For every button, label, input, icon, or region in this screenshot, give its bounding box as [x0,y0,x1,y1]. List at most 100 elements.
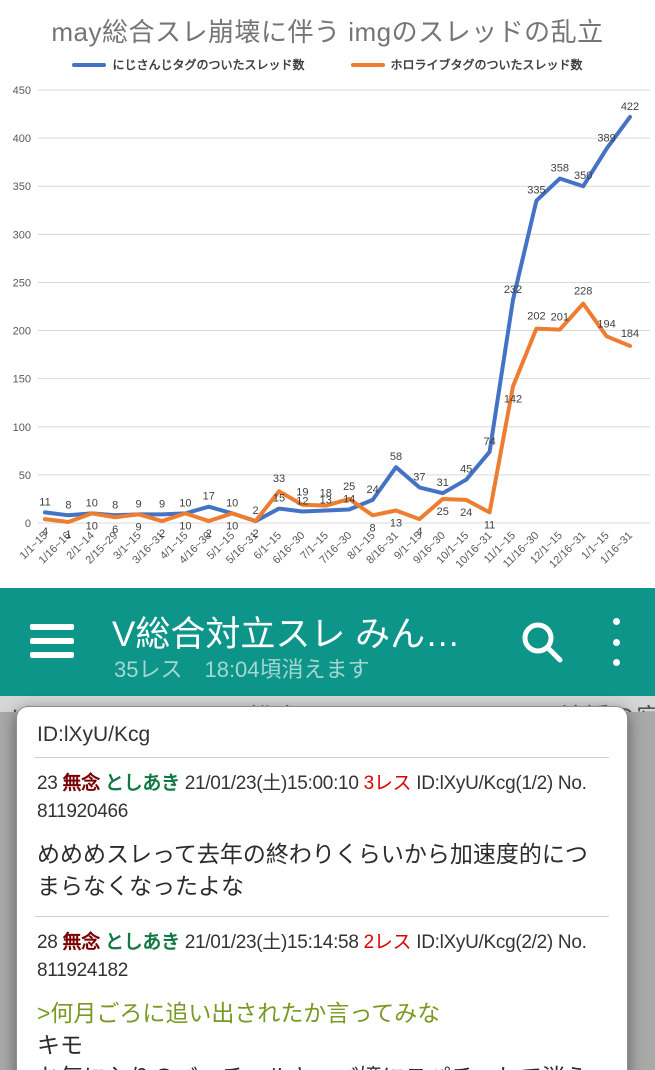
svg-text:13: 13 [320,494,332,506]
kebab-menu-icon[interactable] [600,614,632,670]
dialog-posts: 23 無念 としあき 21/01/23(土)15:00:10 3レス ID:lX… [35,758,609,1070]
svg-text:10: 10 [226,497,238,509]
svg-text:17: 17 [203,491,215,503]
svg-text:11: 11 [39,496,50,508]
legend-item: にじさんじタグのついたスレッド数 [72,56,305,73]
svg-text:8: 8 [112,499,118,511]
legend-item: ホロライブタグのついたスレッド数 [350,56,583,73]
svg-text:58: 58 [390,451,402,463]
post-text-line: めめめスレって去年の終わりくらいから加速度的につまらなくなったよな [37,841,588,899]
svg-text:8: 8 [370,522,376,534]
svg-text:12: 12 [296,495,308,507]
svg-text:2: 2 [253,528,259,540]
svg-text:10: 10 [226,520,238,532]
post-datetime: 21/01/23(土)15:14:58 [184,932,359,953]
thread-row-fragment: バ [6,698,32,712]
svg-text:2: 2 [206,528,212,540]
line-chart: 0501001502002503003504004501/1~151/16~16… [13,85,650,571]
id-posts-dialog: ID:lXyU/Kcg 23 無念 としあき 21/01/23(土)15:00:… [16,706,628,1070]
svg-text:228: 228 [574,286,592,298]
post-text-line: お気に入りのバーチャルキャバ嬢にスパチャして消えろ [37,1061,607,1070]
svg-text:37: 37 [413,471,425,483]
svg-text:335: 335 [527,185,545,197]
svg-text:202: 202 [527,311,545,323]
hamburger-menu-icon[interactable] [30,624,74,658]
chart-title: may総合スレ崩壊に伴う imgのスレッドの乱立 [51,17,604,47]
search-icon[interactable] [516,616,568,668]
svg-text:450: 450 [13,85,31,97]
svg-text:18: 18 [320,488,332,500]
chart-section: may総合スレ崩壊に伴う imgのスレッドの乱立 にじさんじタグのついたスレッド… [0,17,655,571]
svg-text:33: 33 [273,473,285,485]
post-body: めめめスレって去年の終わりくらいから加速度的につまらなくなったよな [37,838,607,902]
legend-label: ホロライブタグのついたスレッド数 [390,58,583,72]
svg-text:24: 24 [366,484,378,496]
thread-title: V総合対立スレ みん… [112,615,461,654]
svg-text:6: 6 [112,524,118,536]
svg-text:19: 19 [296,487,308,499]
post-id[interactable]: ID:lXyU/Kcg(2/2) [416,932,553,953]
post-res-count[interactable]: 2レス [363,932,412,953]
svg-text:250: 250 [13,277,31,289]
svg-text:11: 11 [484,519,495,531]
app-header: V総合対立スレ みん… 35レス 18:04頃消えます [0,588,655,696]
post-header: 23 無念 としあき 21/01/23(土)15:00:10 3レス ID:lX… [37,770,607,826]
post-row[interactable]: 23 無念 としあき 21/01/23(土)15:00:10 3レス ID:lX… [35,758,609,916]
svg-text:31: 31 [437,477,449,489]
svg-text:13: 13 [390,517,402,529]
svg-text:25: 25 [343,481,355,493]
post-no-prefix: No. [557,932,587,953]
svg-text:10: 10 [86,497,98,509]
post-header: 28 無念 としあき 21/01/23(土)15:14:58 2レス ID:lX… [37,929,607,985]
svg-text:422: 422 [621,101,639,113]
svg-text:389: 389 [597,133,615,145]
svg-text:350: 350 [13,181,31,193]
thread-subtitle: 35レス 18:04頃消えます [114,657,370,682]
post-author: としあき [104,773,180,794]
svg-text:194: 194 [597,318,615,330]
svg-text:2: 2 [253,505,259,517]
svg-text:200: 200 [13,326,31,338]
svg-text:15: 15 [273,493,285,505]
svg-text:201: 201 [551,312,569,324]
post-tag: 無念 [62,932,101,953]
svg-text:9: 9 [136,521,142,533]
svg-text:4: 4 [416,526,422,538]
svg-text:350: 350 [574,170,592,182]
post-tag: 無念 [62,773,101,794]
post-quote-line: >何月ごろに追い出されたか言ってみな [37,1000,441,1026]
svg-text:184: 184 [621,328,639,340]
dialog-id-header: ID:lXyU/Kcg [35,721,609,758]
svg-text:24: 24 [460,507,472,519]
post-row[interactable]: 28 無念 としあき 21/01/23(土)15:14:58 2レス ID:lX… [35,916,609,1070]
post-datetime: 21/01/23(土)15:00:10 [184,773,359,794]
svg-text:4: 4 [42,526,48,538]
post-number: 28 [37,932,58,953]
post-res-count[interactable]: 3レス [363,773,412,794]
post-author: としあき [104,932,180,953]
svg-text:10: 10 [86,520,98,532]
svg-text:300: 300 [13,229,31,241]
chart-legend: にじさんじタグのついたスレッド数 ホロライブタグのついたスレッド数 [0,56,655,73]
svg-text:150: 150 [13,374,31,386]
svg-text:0: 0 [25,518,31,530]
dialog-backdrop[interactable]: バ V総合 結婚の宿 ID:lXyU/Kcg 23 無念 としあき 21/01/… [0,696,655,1070]
svg-text:14: 14 [343,494,355,506]
svg-text:232: 232 [504,284,522,296]
post-body: >何月ごろに追い出されたか言ってみなキモお気に入りのバーチャルキャバ嬢にスパチャ… [37,997,607,1070]
post-no: 811924182 [37,960,128,981]
svg-text:25: 25 [437,506,449,518]
svg-text:45: 45 [460,464,472,476]
post-text-line: キモ [37,1032,83,1058]
svg-text:2: 2 [159,528,165,540]
legend-swatch [350,62,385,67]
legend-swatch [72,62,107,67]
svg-text:50: 50 [19,470,31,482]
svg-text:358: 358 [551,163,569,175]
svg-text:9: 9 [159,498,165,510]
post-no: 811920466 [37,801,128,822]
svg-text:10: 10 [179,520,191,532]
svg-text:8: 8 [65,499,71,511]
post-id[interactable]: ID:lXyU/Kcg(1/2) [416,773,553,794]
